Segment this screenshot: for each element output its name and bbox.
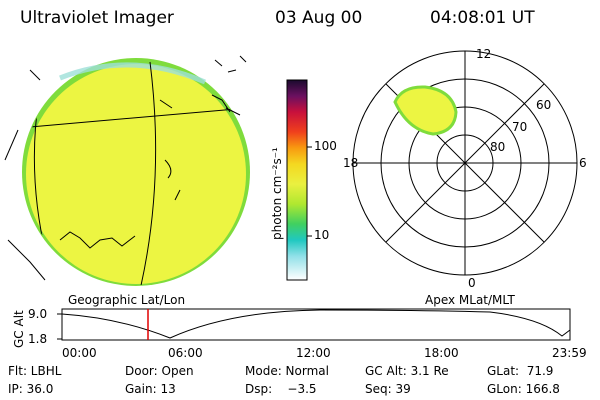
door-label: Door: Open bbox=[125, 364, 194, 378]
altitude-max-label: 9.0 bbox=[28, 307, 48, 321]
mlt-6-label: 6 bbox=[579, 156, 587, 170]
mlat-70-label: 70 bbox=[512, 120, 528, 134]
time-tick-3: 18:00 bbox=[424, 346, 459, 360]
time-tick-2: 12:00 bbox=[296, 346, 331, 360]
altitude-axis-label: GC Alt bbox=[12, 310, 26, 348]
colorbar-unit-label: photon cm⁻²s⁻¹ bbox=[270, 147, 284, 240]
meridian-line bbox=[139, 61, 157, 285]
altitude-ticks bbox=[57, 313, 62, 340]
time-label: 04:08:01 UT bbox=[430, 8, 535, 28]
gain-label: Gain: 13 bbox=[125, 382, 176, 396]
glon-label: GLon: 166.8 bbox=[487, 382, 560, 396]
glat-label: GLat: 71.9 bbox=[487, 364, 554, 378]
time-tick-0: 00:00 bbox=[62, 346, 97, 360]
time-tick-4: 23:59 bbox=[552, 346, 587, 360]
ip-label: IP: 36.0 bbox=[8, 382, 54, 396]
earth-disk bbox=[26, 64, 246, 284]
mode-label: Mode: Normal bbox=[245, 364, 329, 378]
coastlines bbox=[4, 55, 247, 281]
time-tick-1: 06:00 bbox=[168, 346, 203, 360]
seq-label: Seq: 39 bbox=[365, 382, 411, 396]
dsp-label: Dsp: −3.5 bbox=[245, 382, 317, 396]
altitude-curve bbox=[61, 309, 571, 339]
limb-glow bbox=[59, 62, 206, 85]
filter-label: Flt: LBHL bbox=[8, 364, 62, 378]
altitude-frame bbox=[61, 308, 571, 341]
date-label: 03 Aug 00 bbox=[275, 8, 363, 28]
geographic-label: Geographic Lat/Lon bbox=[68, 293, 186, 307]
mlt-0-label: 0 bbox=[468, 276, 476, 290]
altitude-plot bbox=[57, 308, 571, 341]
gc-alt-label: GC Alt: 3.1 Re bbox=[365, 364, 449, 378]
mlat-60-label: 60 bbox=[536, 98, 552, 112]
instrument-title: Ultraviolet Imager bbox=[20, 8, 174, 28]
colorbar-ticks bbox=[307, 146, 312, 237]
latitude-line bbox=[23, 107, 249, 129]
colorbar bbox=[286, 79, 308, 281]
altitude-min-label: 1.8 bbox=[28, 332, 48, 346]
apex-label: Apex MLat/MLT bbox=[425, 293, 515, 307]
polar-plot bbox=[352, 50, 578, 276]
colorbar-tick-10: 10 bbox=[314, 228, 330, 242]
colorbar-tick-100: 100 bbox=[314, 139, 337, 153]
mlat-80-label: 80 bbox=[490, 140, 506, 154]
mlt-12-label: 12 bbox=[476, 47, 492, 61]
uv-earth-image bbox=[4, 55, 250, 286]
mlt-18-label: 18 bbox=[343, 156, 359, 170]
auroral-oval-patch bbox=[393, 85, 458, 136]
